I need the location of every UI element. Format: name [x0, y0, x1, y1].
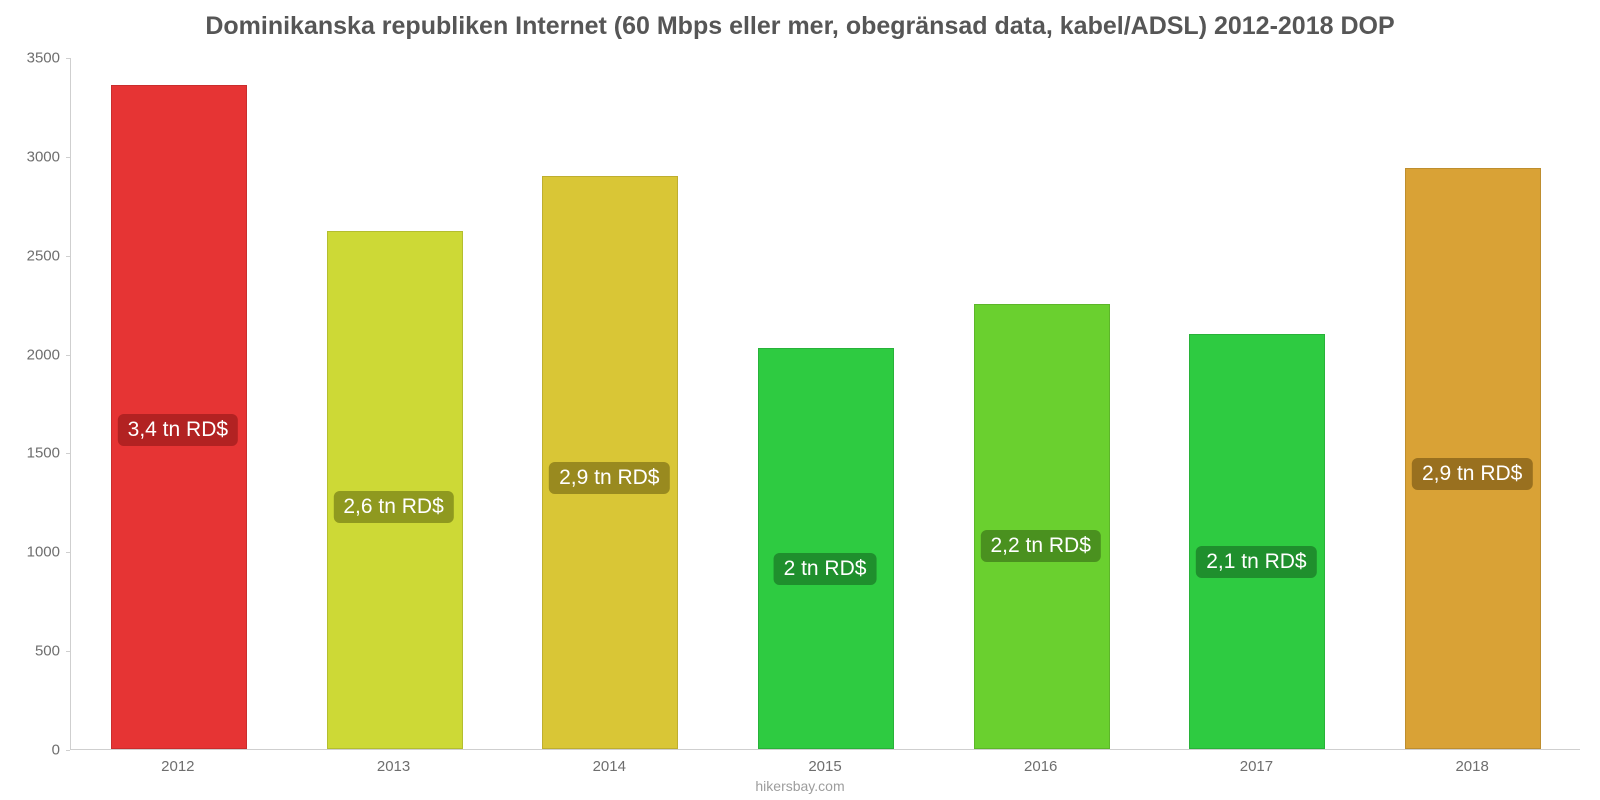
x-axis-tick-label: 2017 [1240, 758, 1273, 775]
x-axis-tick-label: 2013 [377, 758, 410, 775]
y-axis-tick-label: 500 [0, 643, 60, 660]
y-axis-tick-mark [66, 552, 70, 553]
x-axis-tick-label: 2015 [808, 758, 841, 775]
y-axis-tick-label: 1000 [0, 544, 60, 561]
y-axis-tick-mark [66, 750, 70, 751]
y-axis-tick-label: 2000 [0, 346, 60, 363]
y-axis-tick-mark [66, 58, 70, 59]
bar-value-label: 2,9 tn RD$ [1412, 458, 1532, 490]
x-axis-tick-label: 2018 [1455, 758, 1488, 775]
y-axis-tick-label: 0 [0, 742, 60, 759]
y-axis-tick-label: 1500 [0, 445, 60, 462]
bar-value-label: 2,2 tn RD$ [981, 530, 1101, 562]
bar [327, 231, 463, 749]
bar-value-label: 2,1 tn RD$ [1196, 546, 1316, 578]
y-axis-tick-mark [66, 355, 70, 356]
plot-area [70, 58, 1580, 750]
y-axis-tick-mark [66, 157, 70, 158]
bar-value-label: 2,9 tn RD$ [549, 462, 669, 494]
x-axis-tick-label: 2014 [593, 758, 626, 775]
y-axis-tick-mark [66, 651, 70, 652]
x-axis-tick-label: 2012 [161, 758, 194, 775]
chart-title: Dominikanska republiken Internet (60 Mbp… [0, 12, 1600, 41]
source-label: hikersbay.com [0, 778, 1600, 794]
bar-value-label: 2 tn RD$ [774, 553, 877, 585]
y-axis-tick-label: 3500 [0, 50, 60, 67]
bar-value-label: 3,4 tn RD$ [118, 414, 238, 446]
y-axis-tick-mark [66, 256, 70, 257]
bar [758, 348, 894, 749]
y-axis-tick-mark [66, 453, 70, 454]
chart-container: Dominikanska republiken Internet (60 Mbp… [0, 0, 1600, 800]
x-axis-tick-label: 2016 [1024, 758, 1057, 775]
y-axis-tick-label: 3000 [0, 148, 60, 165]
bar [1189, 334, 1325, 749]
bar-value-label: 2,6 tn RD$ [333, 491, 453, 523]
y-axis-tick-label: 2500 [0, 247, 60, 264]
bar [974, 304, 1110, 749]
